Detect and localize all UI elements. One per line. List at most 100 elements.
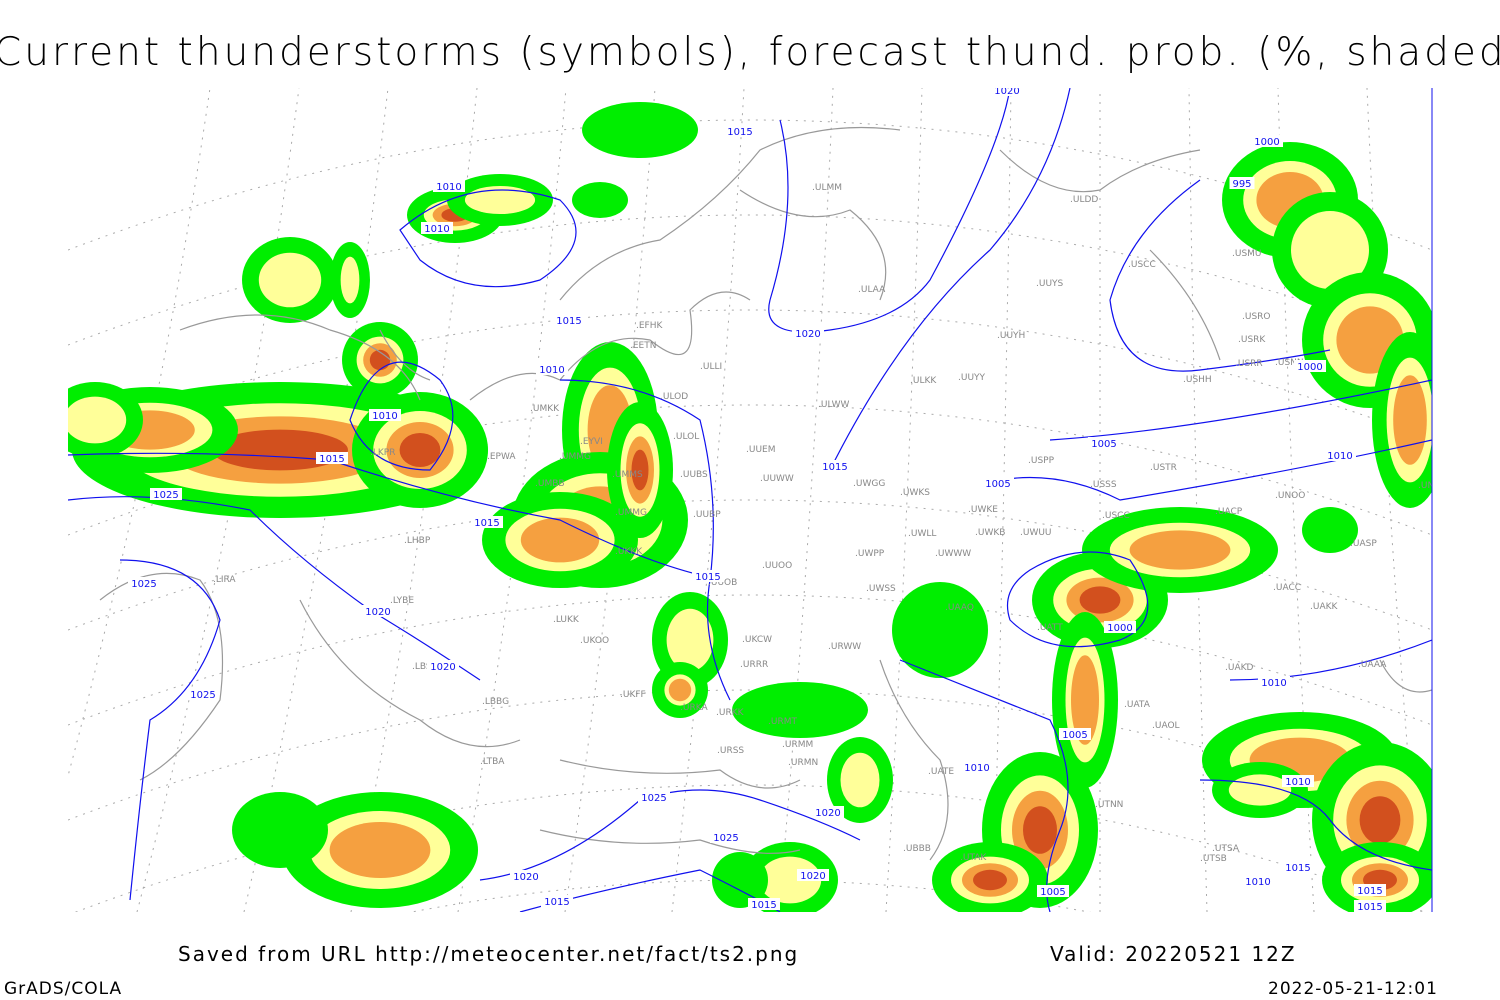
probability-area bbox=[329, 822, 431, 878]
meridian-line bbox=[136, 88, 300, 912]
isobar-label: 1010 bbox=[424, 224, 449, 235]
station-label: .ULAA bbox=[858, 285, 886, 295]
probability-area bbox=[212, 429, 348, 471]
station-label: .ULLI bbox=[700, 362, 722, 372]
isobar-line bbox=[68, 496, 481, 681]
isobar-label: 1025 bbox=[153, 490, 178, 501]
isobar-label: 1015 bbox=[1285, 863, 1310, 874]
isobar-label-bg bbox=[427, 660, 459, 672]
station-label: .UUEM bbox=[746, 445, 776, 455]
isobar-label: 1020 bbox=[430, 662, 455, 673]
station-label: .LKPR bbox=[370, 448, 395, 458]
probability-area bbox=[1071, 655, 1099, 745]
isobar-label-bg bbox=[1229, 177, 1255, 189]
isobar-label: 1020 bbox=[815, 808, 840, 819]
generation-timestamp: 2022-05-21-12:01 bbox=[1268, 979, 1438, 999]
station-label: .UBBB bbox=[903, 844, 931, 854]
station-label: .UMMG bbox=[559, 452, 591, 462]
isobar-label: 1010 bbox=[372, 411, 397, 422]
isobar-label-bg bbox=[1037, 885, 1069, 897]
isobar-label-bg bbox=[812, 806, 844, 818]
isobar-line bbox=[1109, 179, 1331, 372]
isobar-label-bg bbox=[1282, 775, 1314, 787]
isobar-label-bg bbox=[1104, 621, 1136, 633]
isobar-label: 1005 bbox=[1040, 887, 1065, 898]
coastline bbox=[469, 291, 751, 401]
coastline bbox=[1379, 659, 1432, 693]
isobar-label-bg bbox=[797, 869, 829, 881]
probability-area bbox=[369, 349, 391, 371]
station-label: .LTBA bbox=[480, 757, 505, 767]
station-label: .EPWA bbox=[487, 452, 516, 462]
station-label: .UKCW bbox=[742, 635, 772, 645]
isobar-label-bg bbox=[433, 180, 465, 192]
isobar-label: 1025 bbox=[190, 690, 215, 701]
station-label: .UASP bbox=[1350, 539, 1377, 549]
isobar-label: 1015 bbox=[1357, 902, 1382, 913]
station-label: .UAAQ bbox=[945, 603, 974, 613]
isobar-label-bg bbox=[1354, 900, 1386, 912]
probability-area bbox=[340, 256, 360, 304]
coastline bbox=[1149, 249, 1221, 361]
station-labels: .ULMM .ULDD .ULAA .UUYS .USCC .USMU .EFHK .EETN… bbox=[213, 183, 1432, 864]
station-label: .URMT bbox=[768, 717, 797, 727]
isobar-label: 1025 bbox=[131, 579, 156, 590]
isobar-label: 1015 bbox=[556, 316, 581, 327]
station-label: .UWKE bbox=[968, 505, 998, 515]
probability-area bbox=[1302, 507, 1358, 553]
isobar-label-bg bbox=[710, 831, 742, 843]
isobar-labels: 1015 1010 1010 1015 1020 1010 1010 1015 1025 1015… bbox=[128, 88, 1386, 913]
station-label: .URMM bbox=[782, 740, 813, 750]
isobar-line bbox=[829, 88, 1071, 471]
coastline bbox=[879, 659, 949, 861]
station-label: .UAKK bbox=[1310, 602, 1339, 612]
station-label: .UWSS bbox=[866, 584, 896, 594]
isobar-label-bg bbox=[1354, 884, 1386, 896]
probability-area bbox=[232, 792, 328, 868]
isobar-label-bg bbox=[748, 898, 780, 910]
isobar-label: 1015 bbox=[544, 897, 569, 908]
valid-time-text: Valid: 20220521 12Z bbox=[1050, 942, 1297, 966]
station-label: .UMMS bbox=[612, 470, 643, 480]
isobar-line bbox=[899, 659, 1069, 912]
station-label: .USHH bbox=[1183, 375, 1212, 385]
isobar-label-bg bbox=[187, 688, 219, 700]
station-label: .UKOO bbox=[580, 636, 609, 646]
isobar-label-bg bbox=[536, 363, 568, 375]
isobar-label: 1015 bbox=[695, 572, 720, 583]
isobar-label: 1010 bbox=[1285, 777, 1310, 788]
software-credit: GrADS/COLA bbox=[4, 979, 123, 999]
station-label: .URMN bbox=[788, 758, 818, 768]
isobar-line bbox=[999, 439, 1432, 501]
isobar-label-bg bbox=[150, 488, 182, 500]
isobar-line bbox=[1229, 639, 1432, 681]
isobar-label: 1015 bbox=[727, 127, 752, 138]
station-label: .UWKS bbox=[900, 488, 930, 498]
probability-area bbox=[840, 752, 880, 808]
probability-area bbox=[1393, 375, 1427, 465]
station-label: .EYVI bbox=[580, 437, 603, 447]
isobar-line bbox=[399, 189, 577, 288]
station-label: .USRO bbox=[1242, 312, 1271, 322]
station-label: .USTR bbox=[1150, 463, 1177, 473]
station-label: .UWWW bbox=[935, 549, 971, 559]
probability-area bbox=[258, 252, 322, 308]
station-label: .UWKB bbox=[975, 528, 1005, 538]
isobar-line bbox=[1199, 779, 1432, 871]
meridian-line bbox=[992, 88, 1012, 912]
isobar-label-bg bbox=[541, 895, 573, 907]
station-label: .USRR bbox=[1235, 359, 1263, 369]
isobar-label-bg bbox=[991, 88, 1023, 96]
isobar-label-bg bbox=[369, 409, 401, 421]
station-label: .UNOO bbox=[1275, 491, 1305, 501]
isobar-label: 1005 bbox=[1062, 730, 1087, 741]
station-label: .UKFF bbox=[620, 690, 646, 700]
isobars bbox=[68, 88, 1432, 912]
isobar-label: 1000 bbox=[1254, 137, 1279, 148]
station-label: .ULOD bbox=[660, 392, 688, 402]
isobar-label-bg bbox=[421, 222, 453, 234]
probability-area bbox=[712, 852, 768, 908]
isobar-line bbox=[1049, 379, 1432, 441]
probability-area bbox=[572, 182, 628, 218]
